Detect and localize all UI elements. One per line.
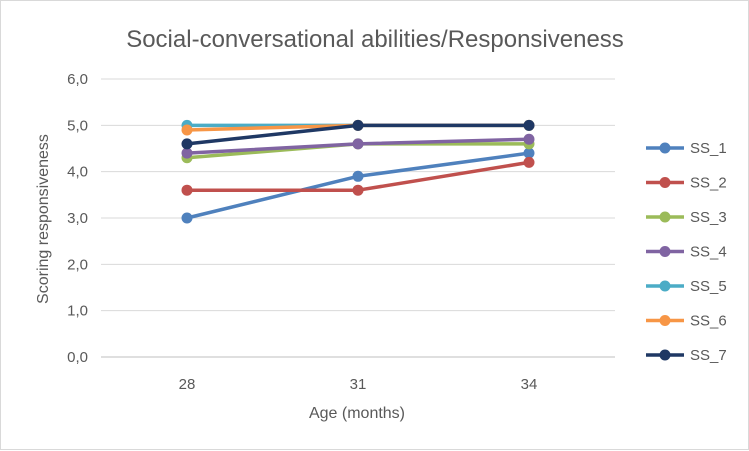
legend-label: SS_1 <box>690 140 727 157</box>
legend-swatch-marker <box>659 211 671 223</box>
data-point <box>352 170 364 182</box>
legend-item: SS_5 <box>646 278 727 295</box>
y-tick-label: 4,0 <box>67 164 88 181</box>
legend-swatch-marker <box>659 246 671 257</box>
data-point <box>523 133 535 145</box>
legend-item: SS_2 <box>646 175 727 192</box>
legend-item: SS_7 <box>646 347 727 364</box>
series-ss-1 <box>181 147 535 224</box>
legend-swatch-marker <box>659 177 671 188</box>
chart-title: Social-conversational abilities/Responsi… <box>126 26 624 53</box>
y-tick-label: 3,0 <box>67 210 88 227</box>
data-point <box>352 184 364 196</box>
series-ss-7 <box>181 119 535 150</box>
legend-label: SS_5 <box>690 278 727 295</box>
data-point <box>352 119 364 131</box>
legend-label: SS_7 <box>690 347 727 364</box>
y-tick-label: 0,0 <box>67 349 88 366</box>
x-tick-label: 28 <box>179 376 196 393</box>
x-axis-ticks: 28 31 34 <box>179 376 538 393</box>
legend-swatch-marker <box>659 315 671 326</box>
y-axis-title: Scoring responsiveness <box>35 134 52 304</box>
series-lines <box>181 119 535 224</box>
data-point <box>523 119 535 131</box>
data-point <box>181 124 193 136</box>
x-axis-title: Age (months) <box>309 405 405 422</box>
y-tick-label: 1,0 <box>67 303 88 320</box>
legend-swatch-marker <box>659 142 671 154</box>
y-tick-label: 5,0 <box>67 117 88 134</box>
x-tick-label: 31 <box>350 376 367 393</box>
legend-item: SS_3 <box>646 209 727 226</box>
x-tick-label: 34 <box>521 376 538 393</box>
legend-item: SS_4 <box>646 244 727 261</box>
data-point <box>181 147 193 159</box>
legend-swatch-marker <box>659 349 671 361</box>
legend-label: SS_2 <box>690 175 727 192</box>
legend-label: SS_4 <box>690 244 727 261</box>
series-ss-2 <box>181 156 535 196</box>
y-axis-ticks: 0,0 1,0 2,0 3,0 4,0 5,0 6,0 <box>67 71 88 366</box>
data-point <box>181 184 193 196</box>
legend: SS_1 SS_2 SS_3 SS_4 SS_5 SS_6 SS_7 <box>646 140 727 364</box>
data-point <box>352 138 364 150</box>
legend-item: SS_6 <box>646 313 727 330</box>
legend-label: SS_3 <box>690 209 727 226</box>
series-ss-4 <box>181 133 535 159</box>
y-tick-label: 2,0 <box>67 256 88 273</box>
data-point <box>181 212 193 224</box>
data-point <box>523 147 535 159</box>
legend-label: SS_6 <box>690 313 727 330</box>
legend-swatch-marker <box>659 280 671 292</box>
legend-item: SS_1 <box>646 140 727 157</box>
data-point <box>181 138 193 150</box>
y-tick-label: 6,0 <box>67 71 88 88</box>
data-point <box>523 156 535 168</box>
